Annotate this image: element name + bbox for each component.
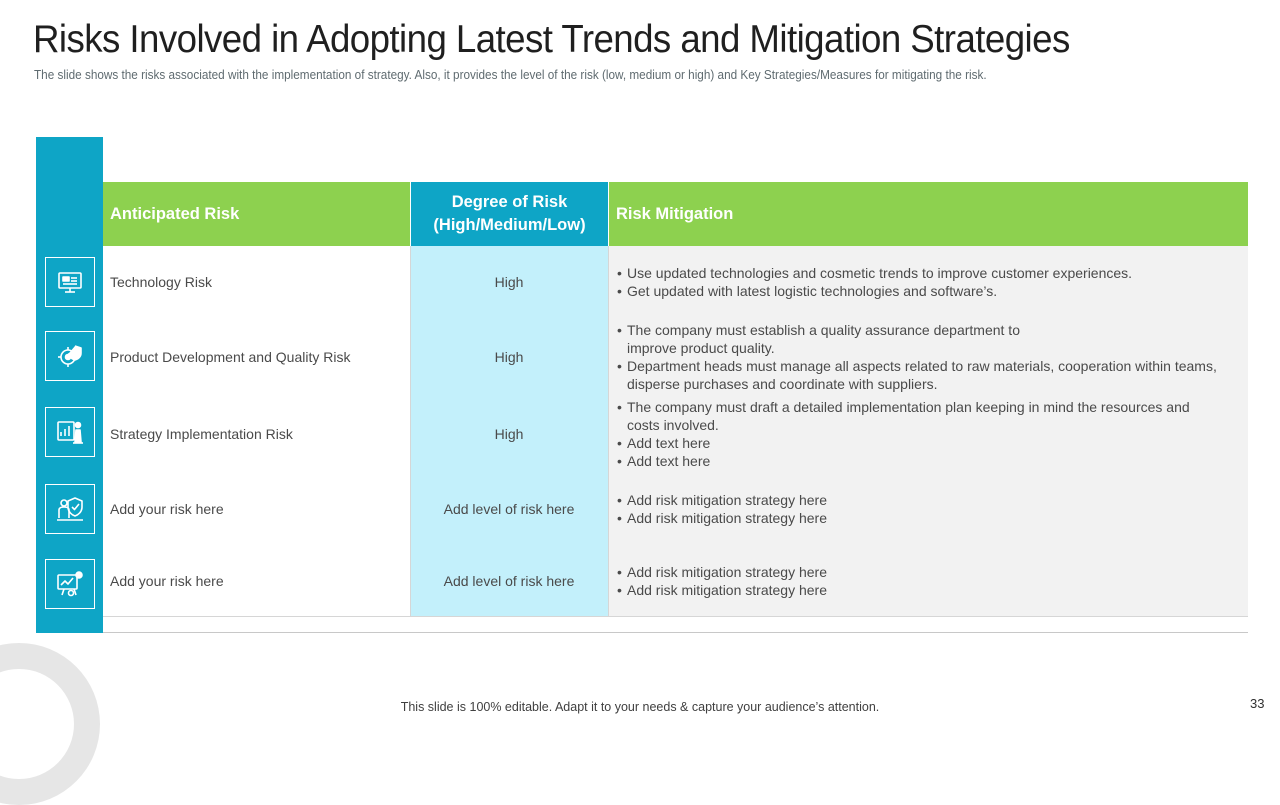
- mitigation-cell: Add risk mitigation strategy here Add ri…: [609, 545, 1248, 616]
- mitigation-item: Add text here: [617, 452, 1240, 470]
- risk-cell: Strategy Implementation Risk: [103, 395, 410, 473]
- mitigation-item: Use updated technologies and cosmetic tr…: [617, 264, 1240, 282]
- column-divider: [410, 473, 411, 545]
- icon-sidebar: [36, 137, 103, 633]
- technology-monitor-icon: [45, 257, 95, 307]
- table-row: Add your risk here Add level of risk her…: [103, 473, 1248, 546]
- degree-cell: High: [410, 395, 608, 473]
- slide-footer: This slide is 100% editable. Adapt it to…: [400, 700, 880, 714]
- degree-cell: Add level of risk here: [410, 473, 608, 545]
- mitigation-item: Add risk mitigation strategy here: [617, 581, 1240, 599]
- column-divider: [410, 246, 411, 318]
- column-divider: [410, 545, 411, 616]
- column-divider: [608, 473, 609, 545]
- mitigation-item: The company must establish a quality ass…: [617, 321, 1240, 357]
- page-number: 33: [1250, 696, 1265, 711]
- decorative-arc: [0, 643, 100, 805]
- row-divider: [103, 616, 1248, 617]
- header-degree-of-risk: Degree of Risk (High/Medium/Low): [410, 182, 608, 246]
- mitigation-item: Add text here: [617, 434, 1240, 452]
- table-row: Strategy Implementation Risk High The co…: [103, 395, 1248, 474]
- mitigation-item: Department heads must manage all aspects…: [617, 357, 1240, 393]
- strategy-chess-chart-icon: [45, 407, 95, 457]
- mitigation-cell: The company must establish a quality ass…: [609, 318, 1248, 395]
- person-shield-icon: [45, 484, 95, 534]
- slide-subtitle: The slide shows the risks associated wit…: [34, 68, 987, 82]
- mitigation-item: Add risk mitigation strategy here: [617, 491, 1240, 509]
- mitigation-item: The company must draft a detailed implem…: [617, 398, 1240, 434]
- table-row: Product Development and Quality Risk Hig…: [103, 318, 1248, 396]
- header-degree-label: Degree of Risk (High/Medium/Low): [433, 193, 586, 234]
- table-row: Add your risk here Add level of risk her…: [103, 545, 1248, 617]
- table-row: Technology Risk High Use updated technol…: [103, 246, 1248, 319]
- mitigation-item: Add risk mitigation strategy here: [617, 563, 1240, 581]
- column-divider: [608, 318, 609, 395]
- analytics-board-icon: [45, 559, 95, 609]
- risk-cell: Add your risk here: [103, 473, 410, 545]
- slide-title: Risks Involved in Adopting Latest Trends…: [33, 18, 1070, 61]
- mitigation-cell: Add risk mitigation strategy here Add ri…: [609, 473, 1248, 545]
- risk-cell: Add your risk here: [103, 545, 410, 616]
- column-divider: [608, 545, 609, 616]
- mitigation-cell: Use updated technologies and cosmetic tr…: [609, 246, 1248, 318]
- mitigation-item: Add risk mitigation strategy here: [617, 509, 1240, 527]
- degree-cell: Add level of risk here: [410, 545, 608, 616]
- degree-cell: High: [410, 246, 608, 318]
- risk-cell: Product Development and Quality Risk: [103, 318, 410, 395]
- header-anticipated-risk: Anticipated Risk: [103, 182, 410, 246]
- mitigation-item: Get updated with latest logistic technol…: [617, 282, 1240, 300]
- risk-cell: Technology Risk: [103, 246, 410, 318]
- degree-cell: High: [410, 318, 608, 395]
- table-bottom-line: [103, 632, 1248, 633]
- column-divider: [410, 395, 411, 473]
- column-divider: [410, 318, 411, 395]
- column-divider: [608, 395, 609, 473]
- mitigation-cell: The company must draft a detailed implem…: [609, 395, 1248, 473]
- header-risk-mitigation: Risk Mitigation: [609, 182, 1248, 246]
- decorative-arc-hole: [0, 669, 74, 779]
- quality-gear-shield-icon: [45, 331, 95, 381]
- column-divider: [608, 246, 609, 318]
